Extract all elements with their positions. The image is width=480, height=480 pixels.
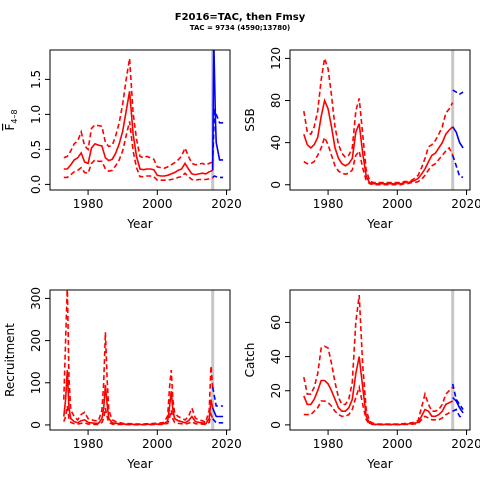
ssb-ytick-label: 40: [269, 135, 283, 150]
f-series-forecast: [211, 50, 224, 171]
f-ytick-label: 1.0: [29, 105, 43, 124]
catch-series-upper: [303, 295, 454, 425]
recruitment-ytick-label: 100: [29, 371, 43, 394]
ssb-xlabel: Year: [366, 217, 392, 231]
catch-xtick-label: 2000: [382, 437, 413, 451]
ssb-series-forecast-upper: [452, 89, 464, 96]
recruitment-plot-frame: [49, 289, 231, 431]
f-series-lower: [63, 121, 213, 182]
f-series-estimate: [63, 91, 213, 177]
figure-title: F2016=TAC, then Fmsy: [175, 12, 306, 23]
f-ytick-label: 0.5: [29, 140, 43, 159]
f-series-forecast-upper: [211, 107, 224, 164]
f-ylabel: F4–8: [3, 109, 19, 130]
panel-f: 1980 2000 2020 0.0 0.5 1.0 1.5 Year F4–8: [3, 49, 242, 231]
ssb-ytick-label: 0: [269, 181, 283, 189]
catch-series-lower: [303, 384, 454, 426]
figure-subtitle: TAC = 9734 (4590;13780): [190, 24, 290, 32]
recruitment-series-forecast: [211, 407, 224, 418]
catch-xtick-label: 2020: [451, 437, 480, 451]
f-xtick-label: 2000: [142, 197, 173, 211]
catch-series-estimate: [303, 356, 454, 426]
f-xtick-label: 1980: [73, 197, 104, 211]
ssb-ytick-label: 80: [269, 93, 283, 108]
recruitment-series-lower: [63, 405, 214, 426]
ssb-series-upper: [303, 58, 454, 184]
recruitment-xtick-label: 1980: [73, 437, 104, 451]
ssb-xtick-label: 2020: [451, 197, 480, 211]
catch-series-forecast-lower: [452, 408, 464, 419]
recruitment-ytick-label: 200: [29, 329, 43, 352]
catch-ytick-label: 40: [269, 349, 283, 364]
recruitment-xtick-label: 2020: [211, 437, 242, 451]
ssb-series-lower: [303, 135, 454, 186]
f-plot-frame: [49, 49, 231, 191]
ssb-xtick-label: 1980: [313, 197, 344, 211]
recruitment-series-forecast-upper: [211, 386, 224, 407]
recruitment-xlabel: Year: [126, 457, 152, 471]
panel-catch: 1980 2000 2020 0 20 40 60 Year Catch: [243, 289, 480, 471]
catch-ytick-label: 20: [269, 383, 283, 398]
f-ytick-label: 1.5: [29, 70, 43, 89]
ssb-ytick-label: 120: [269, 47, 283, 70]
catch-plot-frame: [289, 289, 471, 431]
f-series-upper: [63, 58, 213, 170]
f-xlabel: Year: [126, 217, 152, 231]
catch-series-forecast-upper: [451, 383, 464, 410]
ssb-series-forecast-lower: [451, 155, 464, 179]
recruitment-ytick-label: 300: [29, 287, 43, 310]
catch-ytick-label: 0: [269, 421, 283, 429]
recruitment-series-forecast-lower: [212, 418, 224, 424]
ssb-series-forecast: [452, 126, 464, 149]
ssb-plot-frame: [289, 49, 471, 191]
catch-series-forecast: [452, 397, 464, 414]
f-series-forecast-lower: [212, 175, 224, 179]
f-ytick-label: 0.0: [29, 175, 43, 194]
recruitment-series-upper: [63, 290, 214, 425]
catch-ylabel: Catch: [243, 343, 257, 378]
recruitment-ytick-label: 0: [29, 421, 43, 429]
recruitment-ylabel: Recruitment: [3, 323, 17, 397]
f-xtick-label: 2020: [211, 197, 242, 211]
panel-recruitment: 1980 2000 2020 0 100 200 300 Year Recruitment: [3, 287, 242, 471]
ssb-series-estimate: [303, 97, 454, 185]
panel-ssb: 1980 2000 2020 0 40 80 120 Year SSB: [243, 47, 480, 231]
recruitment-xtick-label: 2000: [142, 437, 173, 451]
ssb-xtick-label: 2000: [382, 197, 413, 211]
catch-xtick-label: 1980: [313, 437, 344, 451]
ssb-ylabel: SSB: [243, 108, 257, 131]
catch-xlabel: Year: [366, 457, 392, 471]
catch-ytick-label: 60: [269, 315, 283, 330]
